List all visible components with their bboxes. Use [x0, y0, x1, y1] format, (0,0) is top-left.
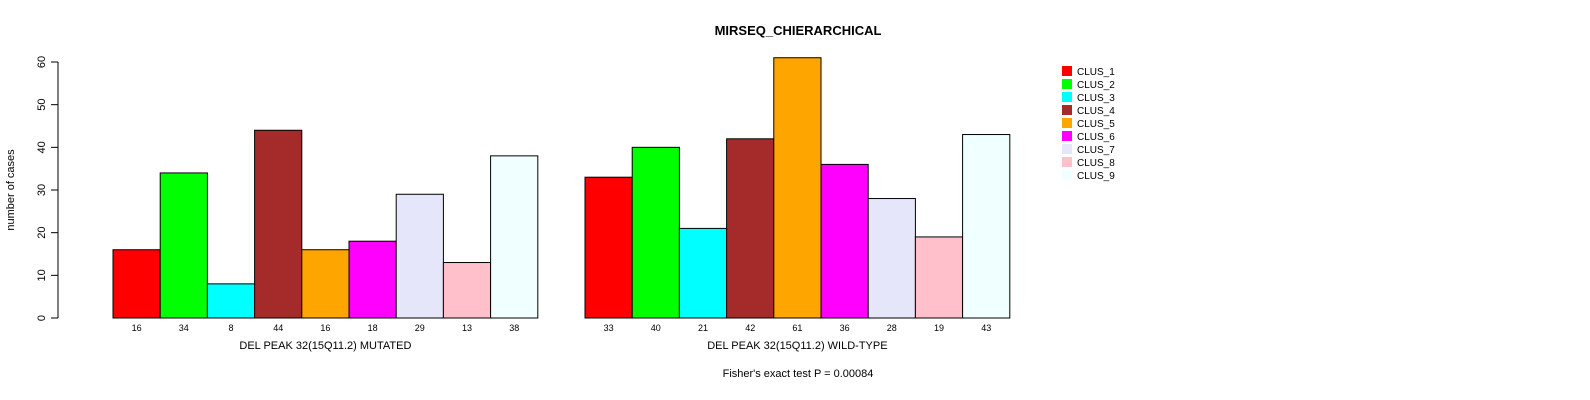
bar-value-label: 18 — [368, 323, 378, 333]
bar-clus-6 — [820, 163, 869, 319]
bar-clus-5 — [301, 249, 350, 319]
bar-value-label: 16 — [320, 323, 330, 333]
legend-label: CLUS_6 — [1077, 132, 1115, 143]
group-label: DEL PEAK 32(15Q11.2) WILD-TYPE — [707, 340, 887, 352]
bar-value-label: 61 — [792, 323, 802, 333]
legend-swatch — [1062, 131, 1072, 141]
bar-clus-5 — [773, 57, 822, 319]
y-tick-label: 0 — [36, 315, 48, 321]
bar-value-label: 33 — [604, 323, 614, 333]
y-axis: 0 10 20 30 40 50 60 — [36, 56, 59, 321]
bar-value-label: 38 — [509, 323, 519, 333]
bar-clus-3 — [678, 227, 728, 319]
bar-clus-4 — [254, 129, 303, 319]
legend-swatch — [1062, 144, 1072, 154]
chart-title: MIRSEQ_CHIERARCHICAL — [715, 23, 882, 38]
bar-clus-1 — [584, 176, 633, 319]
bar-clus-9 — [490, 155, 539, 319]
bar-value-label: 42 — [745, 323, 755, 333]
bar-value-label: 40 — [651, 323, 661, 333]
bar-value-label: 43 — [981, 323, 991, 333]
bar-value-label: 44 — [273, 323, 283, 333]
bar-clus-9 — [962, 134, 1011, 319]
legend: CLUS_1 CLUS_2 CLUS_3 CLUS_4 CLUS_5 CLUS_6 CLUS… — [1062, 66, 1115, 182]
y-axis-label: number of cases — [5, 149, 17, 231]
legend-label: CLUS_3 — [1077, 93, 1115, 104]
bar-value-label: 36 — [840, 323, 850, 333]
legend-swatch — [1062, 170, 1072, 180]
legend-swatch — [1062, 79, 1072, 89]
legend-swatch — [1062, 118, 1072, 128]
bar-clus-7 — [867, 198, 916, 319]
bar-clus-1 — [112, 249, 161, 319]
bar-value-labels: 16 34 8 44 16 18 29 13 38 33 40 21 42 61 36 28 19 43 — [132, 323, 992, 333]
legend-label: CLUS_7 — [1077, 145, 1115, 156]
legend-swatch — [1062, 66, 1072, 76]
legend-label: CLUS_9 — [1077, 171, 1115, 182]
y-tick-label: 40 — [36, 141, 48, 153]
bar-clus-2 — [159, 172, 208, 319]
y-tick-label: 50 — [36, 99, 48, 111]
bar-value-label: 19 — [934, 323, 944, 333]
legend-label: CLUS_1 — [1077, 67, 1115, 78]
bar-clus-8 — [914, 236, 964, 319]
legend-label: CLUS_5 — [1077, 119, 1115, 130]
bar-value-label: 13 — [462, 323, 472, 333]
bar-value-label: 28 — [887, 323, 897, 333]
group-labels: DEL PEAK 32(15Q11.2) MUTATED DEL PEAK 32(… — [239, 340, 887, 352]
y-tick-label: 30 — [36, 184, 48, 196]
bar-value-label: 21 — [698, 323, 708, 333]
bar-value-label: 8 — [228, 323, 233, 333]
bars — [112, 57, 1011, 319]
legend-label: CLUS_8 — [1077, 158, 1115, 169]
footnote: Fisher's exact test P = 0.00084 — [723, 368, 874, 380]
group-label: DEL PEAK 32(15Q11.2) MUTATED — [239, 340, 411, 352]
y-tick-label: 20 — [36, 227, 48, 239]
legend-swatch — [1062, 92, 1072, 102]
bar-clus-7 — [395, 193, 444, 319]
bar-clus-3 — [206, 283, 256, 319]
legend-swatch — [1062, 157, 1072, 167]
legend-label: CLUS_4 — [1077, 106, 1115, 117]
bar-value-label: 34 — [179, 323, 189, 333]
bar-value-label: 16 — [132, 323, 142, 333]
bar-clus-6 — [348, 240, 397, 319]
legend-label: CLUS_2 — [1077, 80, 1115, 91]
y-tick-label: 10 — [36, 269, 48, 281]
bar-clus-4 — [726, 138, 775, 319]
bar-clus-8 — [442, 262, 492, 319]
bar-clus-2 — [631, 146, 680, 319]
y-tick-label: 60 — [36, 56, 48, 68]
bar-value-label: 29 — [415, 323, 425, 333]
legend-swatch — [1062, 105, 1072, 115]
